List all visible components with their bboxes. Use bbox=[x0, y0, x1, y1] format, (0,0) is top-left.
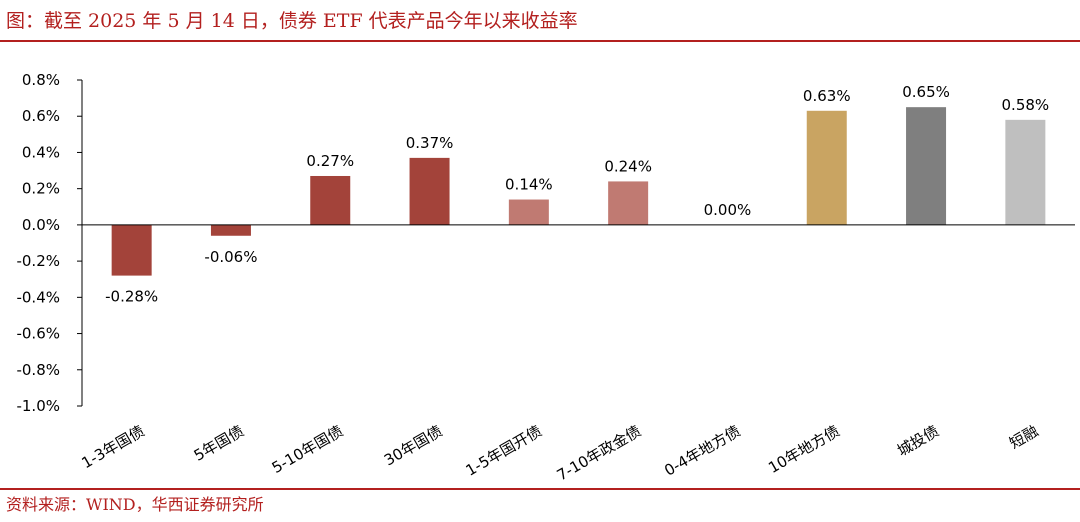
y-tick-label: -0.2% bbox=[16, 252, 60, 270]
y-tick-label: -0.8% bbox=[16, 361, 60, 379]
bar bbox=[210, 224, 251, 236]
x-tick-label: 1-3年国债 bbox=[78, 422, 147, 472]
data-label: 0.24% bbox=[604, 157, 652, 175]
y-tick-label: 0.4% bbox=[22, 143, 60, 161]
data-label: 0.27% bbox=[306, 152, 354, 170]
bar bbox=[1005, 119, 1046, 225]
x-tick-label: 城投债 bbox=[894, 422, 942, 460]
data-label: -0.06% bbox=[204, 248, 257, 266]
data-label: 0.37% bbox=[406, 134, 454, 152]
bar bbox=[906, 107, 947, 225]
source-note: 资料来源：WIND，华西证券研究所 bbox=[6, 495, 264, 514]
y-tick-label: -1.0% bbox=[16, 397, 60, 415]
y-tick-label: 0.0% bbox=[22, 216, 60, 234]
bar-chart: 0.8% 0.6% 0.4% 0.2% 0.0% -0.2% -0.4% -0.6% -0.8%… bbox=[16, 71, 1075, 485]
y-tick-label: -0.6% bbox=[16, 325, 60, 343]
x-tick-label: 5-10年国债 bbox=[269, 422, 346, 477]
data-label: 0.63% bbox=[803, 87, 851, 105]
y-tick-label: -0.4% bbox=[16, 288, 60, 306]
source-divider bbox=[0, 488, 1080, 490]
x-tick-label: 0-4年地方债 bbox=[661, 422, 743, 480]
data-label: -0.28% bbox=[105, 288, 158, 306]
x-tick-label: 10年地方债 bbox=[765, 422, 842, 477]
x-tick-label: 短融 bbox=[1006, 422, 1041, 453]
y-tick-label: 0.2% bbox=[22, 180, 60, 198]
y-tick-label: 0.8% bbox=[22, 71, 60, 89]
bar bbox=[111, 224, 152, 276]
data-label: 0.14% bbox=[505, 176, 553, 194]
bar bbox=[806, 110, 847, 225]
bar bbox=[508, 199, 549, 225]
data-label: 0.00% bbox=[704, 201, 752, 219]
x-tick-label: 7-10年政金债 bbox=[554, 422, 644, 485]
x-tick-label: 5年国债 bbox=[191, 422, 247, 465]
title-divider bbox=[0, 40, 1080, 42]
y-tick-label: 0.6% bbox=[22, 107, 60, 125]
bar bbox=[409, 157, 450, 225]
data-label: 0.65% bbox=[902, 83, 950, 101]
x-tick-label: 30年国债 bbox=[381, 422, 446, 470]
x-tick-label: 1-5年国开债 bbox=[463, 422, 545, 480]
data-label: 0.58% bbox=[1002, 96, 1050, 114]
bar bbox=[310, 175, 351, 225]
page-title: 图：截至 2025 年 5 月 14 日，债券 ETF 代表产品今年以来收益率 bbox=[6, 10, 578, 32]
bar bbox=[608, 181, 649, 225]
